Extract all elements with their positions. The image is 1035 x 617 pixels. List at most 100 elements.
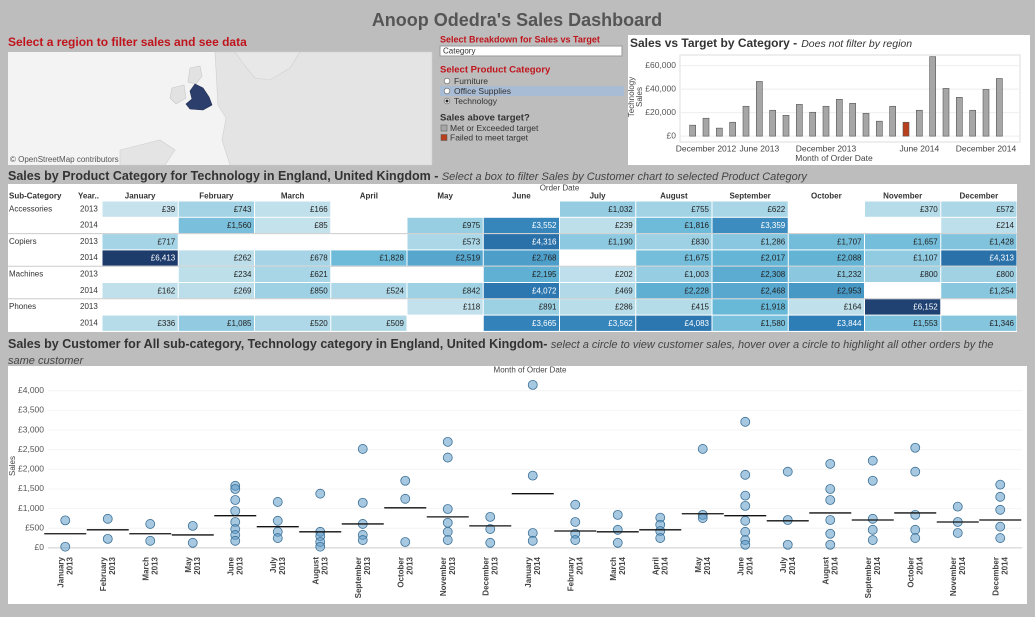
map-ireland[interactable] xyxy=(169,84,187,105)
bar[interactable] xyxy=(956,97,963,137)
heat-cell[interactable]: £743 xyxy=(178,201,254,217)
heat-cell[interactable]: £1,675 xyxy=(636,250,712,266)
sale-dot[interactable] xyxy=(145,519,156,529)
sale-dot[interactable] xyxy=(187,520,198,531)
sale-dot[interactable] xyxy=(442,436,453,447)
sale-dot[interactable] xyxy=(697,444,708,454)
sale-dot[interactable] xyxy=(782,515,793,525)
heat-cell[interactable]: £269 xyxy=(178,283,254,299)
bar[interactable] xyxy=(996,78,1003,137)
sale-dot[interactable] xyxy=(740,469,751,480)
sale-dot[interactable] xyxy=(570,517,581,527)
sale-dot[interactable] xyxy=(910,524,921,535)
bar[interactable] xyxy=(862,113,870,137)
heat-cell[interactable]: £1,254 xyxy=(941,283,1017,299)
category-option[interactable]: Office Supplies xyxy=(440,86,624,96)
sale-dot[interactable] xyxy=(230,535,241,546)
sale-dot[interactable] xyxy=(357,535,368,545)
sale-dot[interactable] xyxy=(867,524,878,535)
sale-dot[interactable] xyxy=(442,504,453,514)
sale-dot[interactable] xyxy=(442,535,453,545)
bar[interactable] xyxy=(889,105,896,137)
heat-cell[interactable]: £4,316 xyxy=(483,234,559,250)
sale-dot[interactable] xyxy=(400,475,411,486)
sale-dot[interactable] xyxy=(740,500,751,511)
sale-dot[interactable] xyxy=(740,526,751,537)
bar[interactable] xyxy=(836,99,843,137)
sale-dot[interactable] xyxy=(400,537,411,547)
heat-cell[interactable]: £2,308 xyxy=(712,266,788,282)
sale-dot[interactable] xyxy=(60,541,71,552)
heat-cell[interactable]: £2,468 xyxy=(712,283,788,299)
heat-cell[interactable]: £975 xyxy=(407,217,483,234)
bar[interactable] xyxy=(729,121,736,137)
sale-dot[interactable] xyxy=(740,515,751,526)
category-option[interactable]: Technology xyxy=(443,96,498,106)
sale-dot[interactable] xyxy=(442,517,453,528)
heat-cell[interactable]: £1,190 xyxy=(560,234,636,250)
sale-dot[interactable] xyxy=(825,528,836,539)
heat-cell[interactable]: £2,228 xyxy=(636,283,712,299)
sale-dot[interactable] xyxy=(102,513,113,524)
sale-dot[interactable] xyxy=(825,515,836,525)
sale-dot[interactable] xyxy=(952,528,963,538)
sale-dot[interactable] xyxy=(612,510,623,520)
bar[interactable] xyxy=(929,56,936,137)
heat-cell[interactable]: £6,413 xyxy=(102,250,178,266)
heat-cell[interactable]: £6,152 xyxy=(865,299,941,315)
heat-cell[interactable]: £1,428 xyxy=(941,234,1017,250)
heat-cell[interactable]: £2,088 xyxy=(788,250,864,266)
bar[interactable] xyxy=(809,111,816,137)
heat-cell[interactable]: £234 xyxy=(178,266,254,282)
heat-cell[interactable]: £2,953 xyxy=(788,283,864,299)
heat-cell[interactable]: £1,657 xyxy=(865,234,941,250)
heat-cell[interactable]: £39 xyxy=(102,201,178,217)
heat-cell[interactable]: £3,552 xyxy=(483,217,559,234)
sale-dot[interactable] xyxy=(825,495,836,505)
bar[interactable] xyxy=(902,121,910,137)
heat-cell[interactable]: £3,844 xyxy=(788,315,864,331)
heat-cell[interactable]: £1,085 xyxy=(178,315,254,331)
heat-cell[interactable]: £850 xyxy=(255,283,331,299)
heat-cell[interactable]: £621 xyxy=(255,266,331,282)
sale-dot[interactable] xyxy=(315,488,326,499)
sale-dot[interactable] xyxy=(315,541,326,552)
sale-dot[interactable] xyxy=(995,504,1006,515)
heat-cell[interactable]: £1,560 xyxy=(178,217,254,234)
sale-dot[interactable] xyxy=(740,416,751,427)
sale-dot[interactable] xyxy=(485,537,496,548)
sale-dot[interactable] xyxy=(357,444,368,454)
heat-cell[interactable]: £2,519 xyxy=(407,250,483,266)
sale-dot[interactable] xyxy=(442,526,453,537)
bar[interactable] xyxy=(916,109,923,137)
bar[interactable] xyxy=(742,105,750,137)
sale-dot[interactable] xyxy=(910,442,921,453)
heat-cell[interactable]: £336 xyxy=(102,315,178,331)
sale-dot[interactable] xyxy=(782,539,793,550)
sale-dot[interactable] xyxy=(527,535,538,546)
sale-dot[interactable] xyxy=(485,511,496,522)
heat-cell[interactable]: £3,562 xyxy=(560,315,636,331)
map-scotland[interactable] xyxy=(187,65,203,85)
sale-dot[interactable] xyxy=(867,455,878,466)
bar[interactable] xyxy=(716,127,723,137)
heat-cell[interactable]: £166 xyxy=(255,201,331,217)
sale-dot[interactable] xyxy=(995,533,1006,543)
sale-dot[interactable] xyxy=(952,501,963,512)
sale-dot[interactable] xyxy=(570,535,581,545)
sale-dot[interactable] xyxy=(527,379,538,390)
sale-dot[interactable] xyxy=(570,499,581,510)
breakdown-dropdown[interactable]: Category xyxy=(439,45,623,57)
sale-dot[interactable] xyxy=(60,515,71,526)
sale-dot[interactable] xyxy=(910,510,921,520)
sale-dot[interactable] xyxy=(867,513,878,524)
heat-cell[interactable]: £3,665 xyxy=(483,315,559,331)
heat-cell[interactable]: £509 xyxy=(331,315,407,331)
category-option[interactable]: Furniture xyxy=(443,76,488,86)
map-england[interactable] xyxy=(185,83,213,111)
heat-cell[interactable]: £622 xyxy=(712,201,788,217)
sale-dot[interactable] xyxy=(825,458,836,469)
heat-cell[interactable]: £573 xyxy=(407,234,483,250)
heat-cell[interactable]: £830 xyxy=(636,234,712,250)
heat-cell[interactable]: £214 xyxy=(941,217,1017,234)
